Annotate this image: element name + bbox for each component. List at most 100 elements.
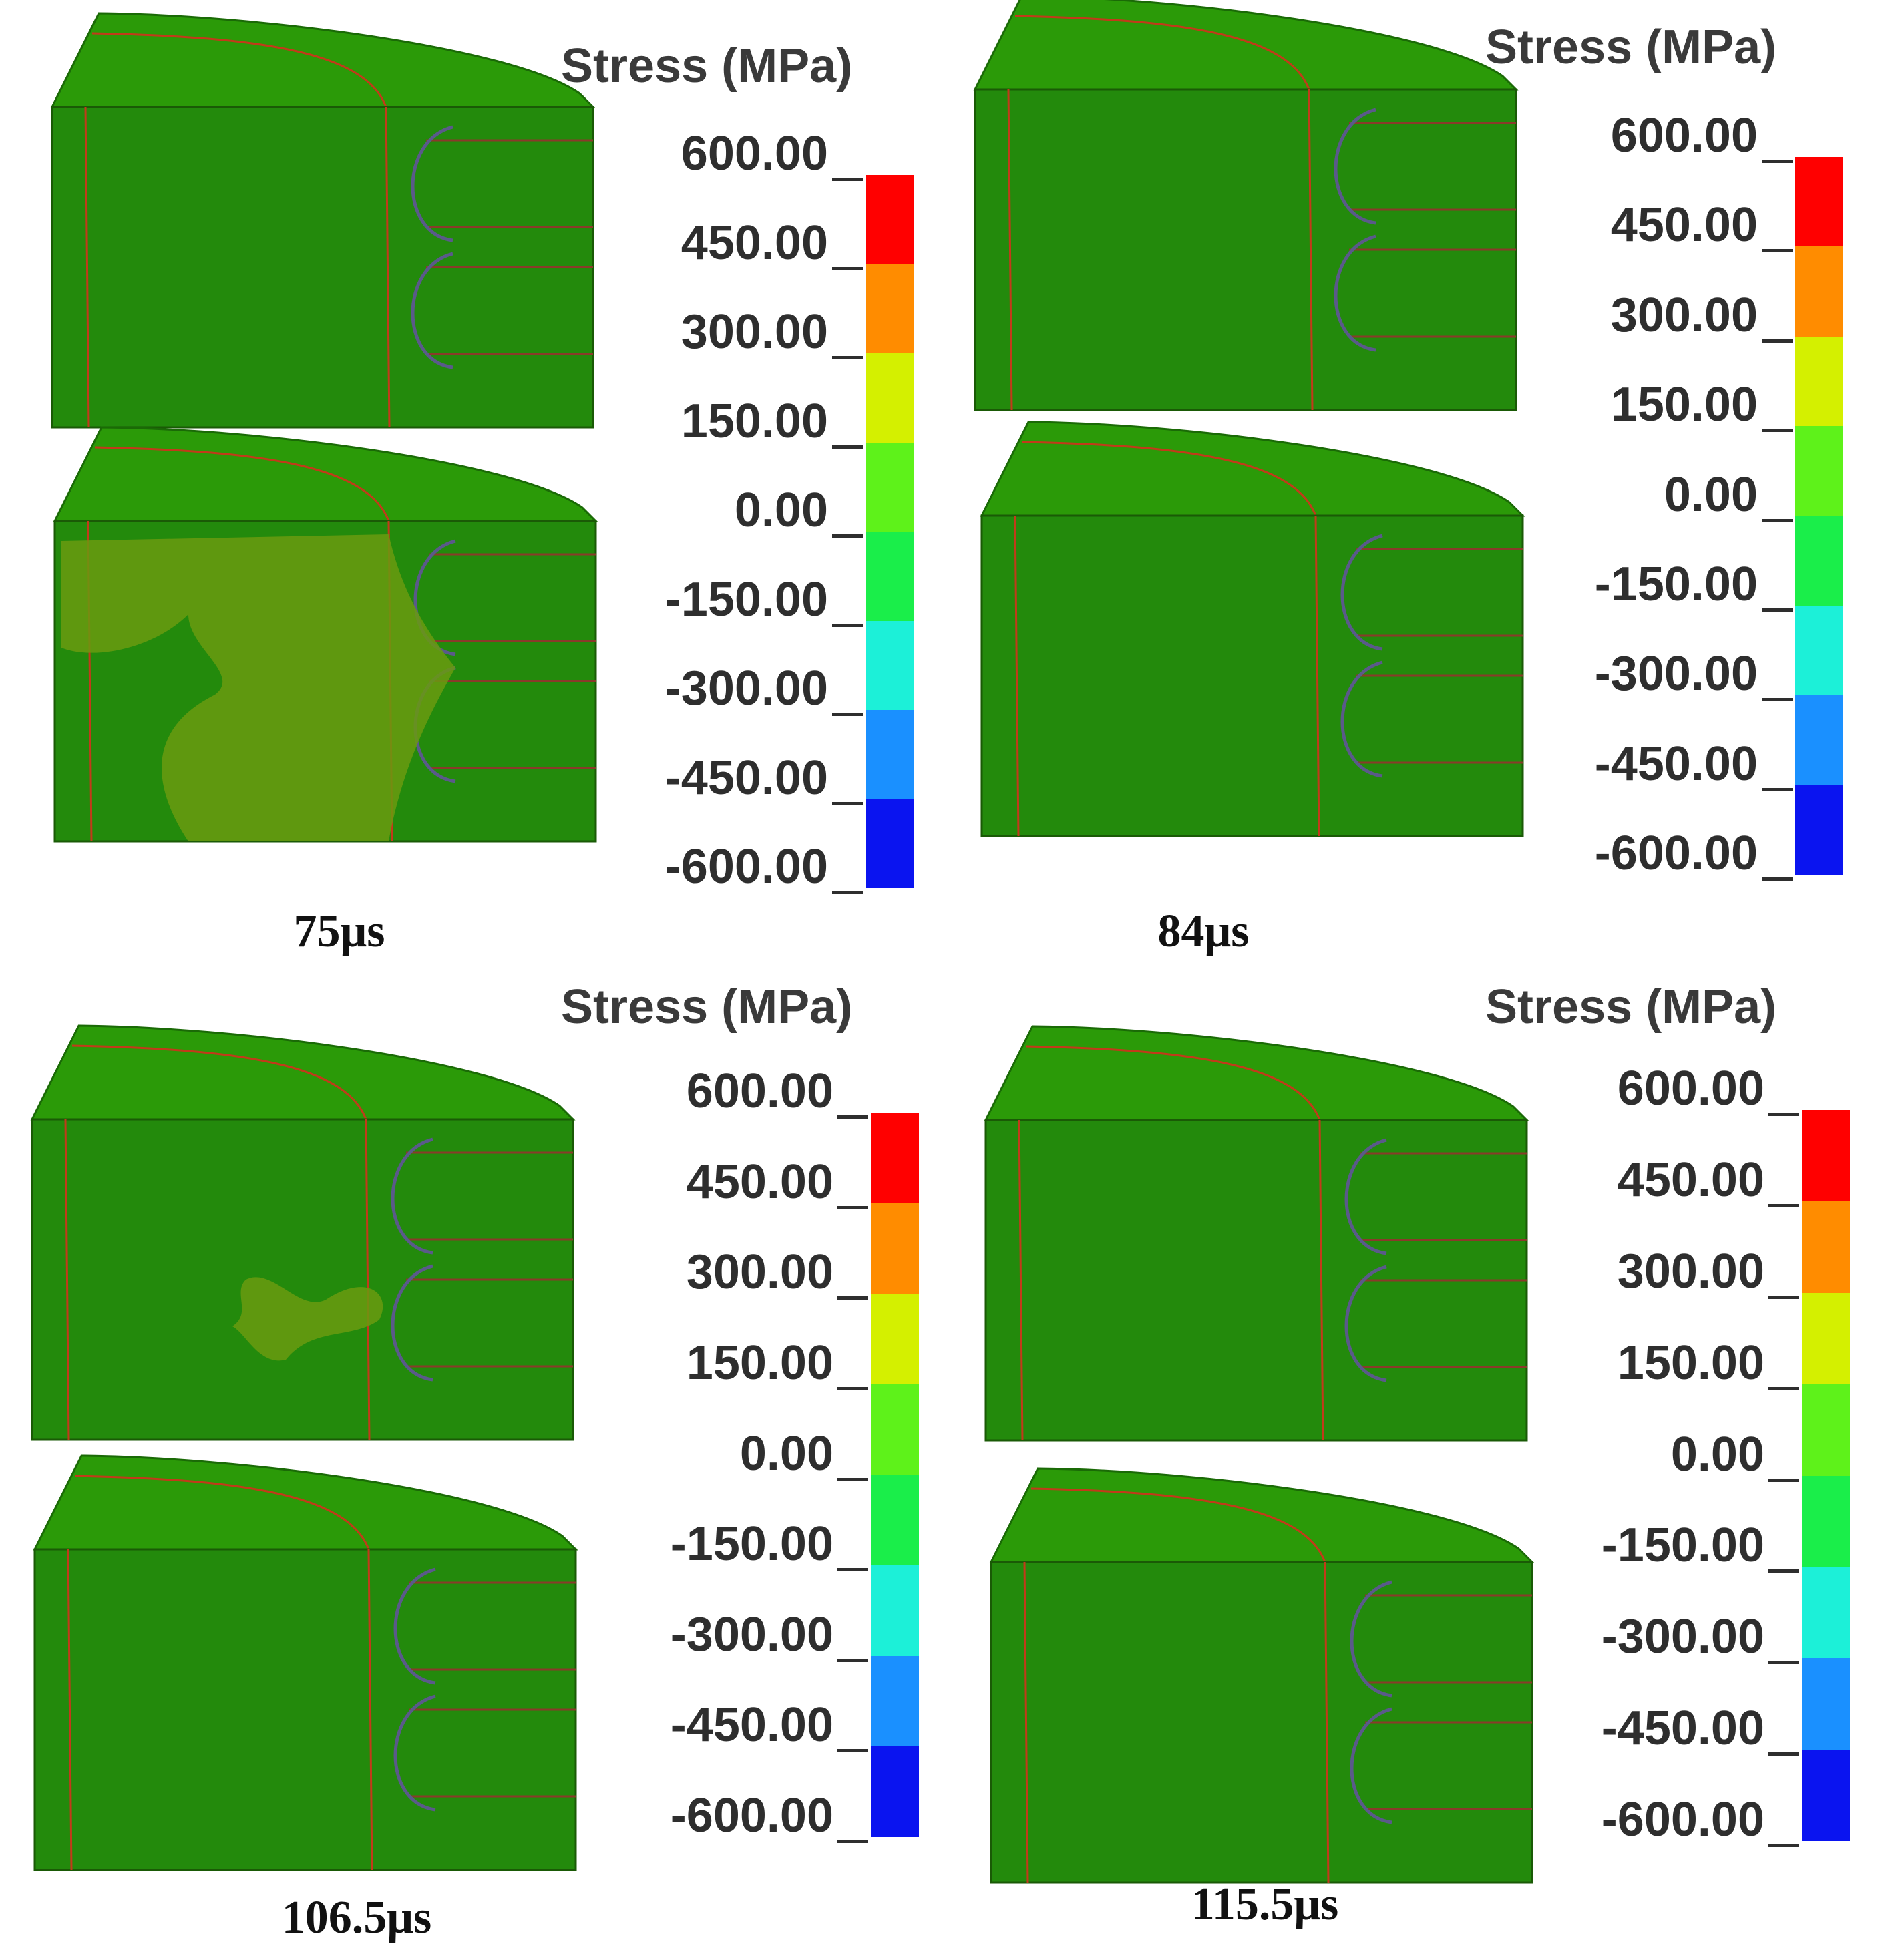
tick-label: -150.00: [665, 572, 828, 626]
stirrup-loop: [1350, 1580, 1392, 1698]
colorbar-segment: [1802, 1384, 1850, 1476]
colorbar-segment: [1802, 1658, 1850, 1750]
interface-line: [64, 1119, 70, 1440]
time-label: 106.5μs: [281, 1892, 432, 1943]
tick-label: -450.00: [1594, 737, 1758, 791]
colorbar-segment: [1795, 336, 1843, 427]
interface-line: [385, 106, 391, 428]
tick-mark: [837, 1115, 868, 1119]
legend-ticks: 600.00 450.00 300.00 150.00 0.00 -150.00 -300.…: [1527, 1064, 1799, 1847]
tick-mark: [1762, 249, 1793, 253]
top-face: [50, 12, 596, 108]
tick-mark: [837, 1568, 868, 1572]
tick-label: 450.00: [681, 216, 828, 270]
tick-mark: [1768, 1203, 1799, 1207]
colorbar-segment: [1795, 695, 1843, 785]
stirrup-loop: [1340, 660, 1383, 778]
colorbar-segment: [871, 1565, 919, 1656]
top-face: [973, 0, 1519, 91]
tick-mark: [1768, 1661, 1799, 1665]
tick-mark: [832, 266, 863, 270]
stress-contour-models: [984, 1025, 1535, 1884]
stress-colorbar: [1795, 157, 1843, 875]
tick-label: -600.00: [1594, 827, 1758, 880]
rebar-outline: [1021, 441, 1317, 516]
stirrup-loop: [411, 252, 453, 369]
upper-model-view: [973, 0, 1519, 411]
tick-mark: [1762, 518, 1793, 522]
tick-mark: [832, 623, 863, 627]
interface-line: [1014, 515, 1020, 837]
tick-label: -150.00: [1601, 1519, 1764, 1573]
yield-zone: [232, 1277, 383, 1361]
tick-label: -300.00: [670, 1607, 833, 1661]
tick-mark: [837, 1749, 868, 1753]
stirrup-loop: [1344, 1138, 1387, 1255]
tick-label: -300.00: [665, 662, 828, 715]
rebar-outline: [91, 32, 387, 108]
time-label: 84μs: [1157, 906, 1250, 957]
colorbar-segment: [866, 264, 914, 353]
tick-label: 0.00: [1664, 467, 1758, 522]
interface-line: [84, 106, 90, 428]
upper-model-view: [30, 1024, 576, 1441]
tick-label: -600.00: [1601, 1793, 1764, 1846]
front-face: [990, 1561, 1533, 1884]
top-face: [980, 421, 1525, 517]
tick-label: 300.00: [681, 305, 828, 359]
stress-colorbar: [871, 1113, 919, 1837]
rebar-outline: [71, 1044, 367, 1120]
colorbar-segment: [871, 1655, 919, 1747]
interface-line: [1308, 89, 1314, 411]
tick-label: -300.00: [1601, 1610, 1764, 1664]
lower-model-view: [989, 1467, 1535, 1884]
colorbar-segment: [1795, 426, 1843, 516]
tick-label: 150.00: [681, 394, 828, 448]
tick-label: 300.00: [1610, 288, 1758, 342]
tick-mark: [832, 801, 863, 805]
stirrup-loop: [411, 125, 453, 242]
rebar-outline: [1014, 15, 1310, 90]
colorbar-segment: [871, 1384, 919, 1475]
tick-mark: [837, 1296, 868, 1300]
tick-label: 450.00: [686, 1155, 833, 1209]
interface-line: [1324, 1561, 1330, 1883]
colorbar-segment: [1795, 157, 1843, 247]
tick-label: 300.00: [686, 1245, 833, 1300]
colorbar-segment: [1802, 1110, 1850, 1201]
stirrup-loop: [393, 1694, 436, 1812]
stirrup-loop: [391, 1264, 433, 1382]
tick-mark: [1762, 877, 1793, 881]
stirrup-loop: [1344, 1265, 1387, 1382]
tick-label: 150.00: [1617, 1336, 1764, 1390]
tick-mark: [832, 178, 863, 181]
tick-mark: [832, 891, 863, 894]
tick-label: -450.00: [1601, 1702, 1764, 1756]
tick-label: 450.00: [1610, 198, 1758, 252]
tick-mark: [1762, 429, 1793, 433]
legend-ticks: 600.00 450.00 300.00 150.00 0.00 -150.00 -300.…: [1527, 112, 1793, 881]
stirrup-loop: [393, 1567, 436, 1685]
lower-model-view: [53, 426, 598, 843]
panel-115-5us: Stress (MPa) 600.00 450.00 300.00 150.00 0.0…: [939, 980, 1878, 1960]
tick-label: 450.00: [1617, 1153, 1764, 1207]
colorbar-segment: [866, 710, 914, 799]
interface-line: [1023, 1561, 1029, 1883]
tick-mark: [832, 713, 863, 716]
colorbar-segment: [871, 1475, 919, 1566]
legend-ticks: 600.00 450.00 300.00 150.00 0.00 -150.00 -300.…: [601, 130, 863, 894]
colorbar-segment: [1802, 1475, 1850, 1567]
colorbar-segment: [871, 1294, 919, 1384]
colorbar-segment: [866, 799, 914, 888]
tick-label: -450.00: [670, 1698, 833, 1752]
upper-model-view: [984, 1025, 1529, 1442]
tick-label: 0.00: [734, 483, 828, 537]
colorbar-segment: [866, 620, 914, 710]
colorbar-segment: [1802, 1567, 1850, 1659]
legend-ticks: 600.00 450.00 300.00 150.00 0.00 -150.00 -300.…: [601, 1067, 868, 1843]
tick-label: 600.00: [681, 127, 828, 180]
tick-mark: [837, 1840, 868, 1843]
tick-label: 300.00: [1617, 1244, 1764, 1298]
colorbar-segment: [871, 1746, 919, 1837]
interface-line: [1018, 1119, 1024, 1441]
